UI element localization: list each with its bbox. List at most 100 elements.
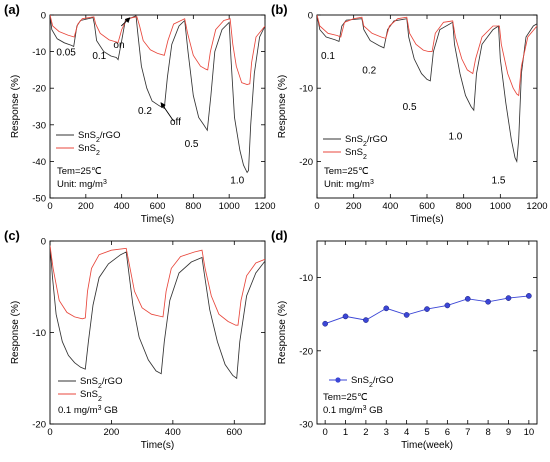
x-tick-label: 1200 (254, 201, 275, 212)
x-tick-label: 10 (524, 427, 535, 438)
legend-label: SnS2/rGO (80, 376, 122, 390)
y-tick-label: -20 (32, 420, 46, 431)
info-text: 0.1 mg/m3 GB (58, 405, 118, 417)
data-point (464, 295, 471, 302)
series-line (50, 245, 265, 380)
x-axis-label: Time(s) (141, 440, 175, 451)
legend-label: SnS2 (80, 389, 102, 403)
info-text: Tem=25℃ (324, 166, 369, 177)
chart-panel-a: (a) 0 200 400 600 800 1000 1200 0 -10 -20 -30 -40 -50… (4, 2, 276, 225)
annotation-label: 1.0 (448, 131, 462, 142)
info-text: Unit: mg/m3 (57, 179, 107, 191)
y-axis-label: Response (%) (10, 301, 21, 364)
x-tick-label: 0 (322, 427, 327, 438)
x-tick-label: 800 (456, 201, 472, 212)
annotation-label: 0.2 (362, 66, 376, 77)
panel-label: (b) (271, 2, 288, 17)
x-tick-label: 200 (103, 427, 119, 438)
data-point (424, 306, 430, 312)
data-point (342, 313, 349, 320)
data-point (363, 317, 369, 323)
x-tick-label: 800 (185, 201, 201, 212)
x-tick-label: 1000 (219, 201, 240, 212)
x-tick-label: 0 (314, 201, 319, 212)
x-tick-label: 1200 (526, 201, 547, 212)
y-tick-label: -10 (299, 84, 313, 95)
annotation-label: 0.2 (138, 106, 152, 117)
y-tick-label: -50 (32, 194, 46, 205)
annotation-label: 0.5 (403, 102, 417, 113)
legend-label: SnS2/rGO (351, 375, 393, 389)
x-tick-label: 3 (384, 427, 389, 438)
y-tick-label: -40 (32, 157, 46, 168)
y-tick-label: -30 (299, 420, 313, 431)
data-point (505, 295, 512, 301)
y-tick-label: -10 (299, 273, 313, 284)
legend-label: SnS2/rGO (345, 134, 387, 148)
y-tick-label: -10 (32, 47, 46, 58)
x-tick-label: 600 (150, 201, 166, 212)
x-axis-label: Time(s) (410, 214, 444, 225)
annotation-label: on (113, 40, 124, 51)
legend-marker (335, 377, 341, 383)
x-tick-label: 0 (47, 201, 52, 212)
y-tick-label: -20 (299, 157, 313, 168)
y-axis-label: Response (%) (277, 301, 288, 364)
chart-panel-b: (b) 0 200 400 600 800 1000 1200 0 -10 -20 Time(s) Re… (271, 2, 548, 225)
y-tick-label: -20 (299, 346, 313, 357)
panel-label: (c) (4, 228, 20, 243)
series-line (50, 15, 265, 85)
y-tick-label: -10 (32, 328, 46, 339)
x-tick-label: 600 (419, 201, 435, 212)
y-tick-label: 0 (41, 11, 46, 22)
x-tick-label: 1 (343, 427, 348, 438)
data-point (485, 298, 491, 305)
x-tick-label: 4 (404, 427, 409, 438)
y-tick-label: 0 (308, 11, 313, 22)
data-point (383, 305, 390, 312)
panel-label: (d) (271, 228, 288, 243)
x-tick-label: 7 (465, 427, 470, 438)
y-axis-label: Response (%) (277, 75, 288, 138)
chart-panel-c: (c) 0 200 400 600 0 -10 -20 Time(s) Response (%) S… (4, 228, 266, 451)
data-point (403, 312, 410, 318)
y-tick-label: -20 (32, 84, 46, 95)
chart-panel-d: (d) 0 1 2 3 4 5 6 7 8 9 10 -10 -20 -30 Time(week) Respon… (271, 228, 538, 451)
data-point (322, 320, 328, 327)
data-point (444, 302, 451, 309)
legend-label: SnS2 (345, 147, 367, 161)
info-text: Tem=25℃ (323, 392, 368, 403)
annotation-label: 0.5 (185, 139, 199, 150)
x-tick-label: 400 (382, 201, 398, 212)
y-tick-label: 0 (41, 237, 46, 248)
legend-label: SnS2/rGO (78, 130, 120, 144)
info-text: Tem=25℃ (57, 166, 102, 177)
data-point (526, 293, 532, 299)
x-tick-label: 200 (78, 201, 94, 212)
x-axis-label: Time(week) (401, 440, 453, 451)
x-axis-label: Time(s) (141, 214, 175, 225)
x-tick-label: 1000 (490, 201, 511, 212)
series-line (50, 245, 265, 326)
info-text: 0.1 mg/m3 GB (323, 405, 383, 417)
series-line (317, 15, 537, 163)
x-tick-label: 6 (445, 427, 450, 438)
x-tick-label: 8 (485, 427, 490, 438)
x-tick-label: 600 (226, 427, 242, 438)
x-tick-label: 0 (47, 427, 52, 438)
x-tick-label: 2 (363, 427, 368, 438)
annotation-label: 0.05 (56, 47, 76, 58)
series-line (317, 15, 537, 97)
annotation-label: 0.1 (92, 51, 106, 62)
x-tick-label: 9 (506, 427, 511, 438)
annotation-label: off (170, 117, 181, 128)
info-text: Unit: mg/m3 (324, 179, 374, 191)
annotation-label: 1.5 (492, 175, 506, 186)
x-tick-label: 5 (424, 427, 429, 438)
legend-label: SnS2 (78, 143, 100, 157)
y-tick-label: -30 (32, 120, 46, 131)
annotation-label: 0.1 (321, 51, 335, 62)
panel-label: (a) (4, 2, 20, 17)
x-tick-label: 400 (114, 201, 130, 212)
